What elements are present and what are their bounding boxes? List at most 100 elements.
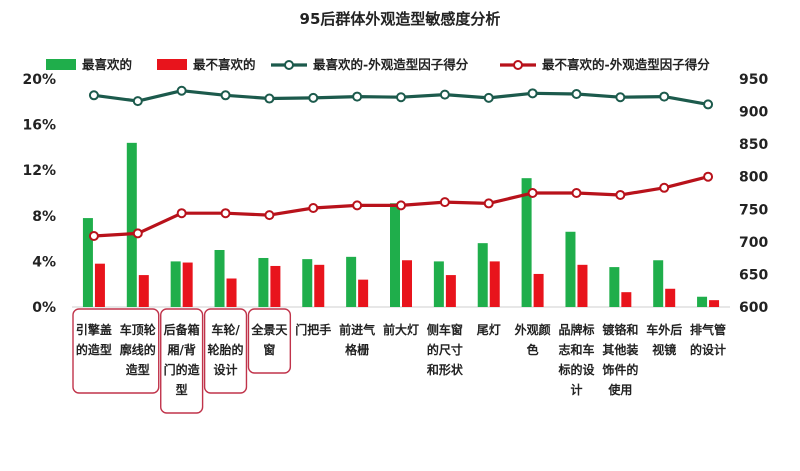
line-point-favorite-score <box>571 88 582 99</box>
line-point-least-favorite-score <box>220 208 231 219</box>
category-label-line: 后备箱 <box>164 322 200 337</box>
category-label-line: 车轮/ <box>211 322 240 337</box>
line-point-least-favorite-score <box>352 200 363 211</box>
line-point-favorite-score <box>615 92 626 103</box>
category-label-line: 厢/背 <box>167 342 195 357</box>
right-axis-tick-label: 800 <box>739 170 768 186</box>
category-label-line: 窗 <box>263 342 275 357</box>
right-axis-tick-label: 750 <box>739 202 768 218</box>
category-label-line: 全景天 <box>250 322 288 337</box>
bar-least-favorite <box>621 292 632 307</box>
bar-least-favorite <box>577 264 588 307</box>
legend: 最喜欢的 最不喜欢的 最喜欢的-外观造型因子得分 最不喜欢的-外观造型因子得分 <box>46 57 710 72</box>
line-point-favorite-score <box>659 91 670 102</box>
line-point-least-favorite-score <box>308 202 319 213</box>
category-label-line: 品牌标 <box>558 322 594 337</box>
bar-favorite <box>346 256 357 307</box>
category-label-line: 色 <box>527 342 539 357</box>
legend-label: 最不喜欢的 <box>193 57 256 72</box>
line-point-favorite-score <box>396 92 406 103</box>
left-axis-tick-label: 4% <box>32 254 56 270</box>
right-axis-tick-label: 700 <box>739 235 768 251</box>
bar-favorite <box>390 203 400 307</box>
left-axis-tick-label: 8% <box>32 209 56 225</box>
chart-title: 95后群体外观造型敏感度分析 <box>300 10 501 28</box>
category-label: 尾灯 <box>477 322 501 337</box>
bar-favorite <box>258 257 269 307</box>
line-point-least-favorite-score <box>659 182 670 193</box>
category-label: 前进气格栅 <box>339 322 375 357</box>
category-label-line: 门把手 <box>295 322 331 337</box>
category-highlight-box <box>160 308 204 414</box>
line-point-least-favorite-score <box>132 228 143 239</box>
category-label-line: 饰件的 <box>602 362 638 377</box>
line-point-least-favorite-score <box>176 208 187 219</box>
bar-favorite <box>302 259 313 307</box>
axes: 0% 4% 8% 12% 16% 20% 600 650 700 750 800 850 900 950 <box>22 72 768 316</box>
bar-favorite <box>609 267 620 307</box>
category-label-line: 设计 <box>214 362 238 377</box>
left-axis-tick-label: 16% <box>22 118 56 134</box>
category-label: 引擎盖的造型 <box>76 322 112 357</box>
line-point-favorite-score <box>308 92 319 103</box>
line-point-least-favorite-score <box>264 210 275 221</box>
category-label: 品牌标志和车标的设计 <box>557 322 595 397</box>
category-label: 侧车窗的尺寸和形状 <box>426 322 464 377</box>
category-label-line: 引擎盖 <box>76 322 112 337</box>
bar-favorite <box>170 261 181 307</box>
category-label-line: 计 <box>570 382 582 397</box>
line-point-favorite-score <box>352 91 363 102</box>
bar-favorite <box>82 218 93 307</box>
legend-swatch-bar <box>46 59 76 70</box>
category-label-line: 侧车窗 <box>427 322 463 337</box>
left-axis-tick-label: 0% <box>32 300 56 316</box>
category-label-line: 车外后 <box>646 322 682 337</box>
category-label-line: 的造型 <box>76 342 112 357</box>
category-label-line: 廓线的 <box>120 342 156 357</box>
line-point-favorite-score <box>703 99 714 110</box>
bars <box>82 142 720 307</box>
line-point-least-favorite-score <box>527 188 538 198</box>
bar-least-favorite <box>665 288 676 307</box>
category-label-line: 的设计 <box>690 342 726 357</box>
category-label-line: 志和车 <box>558 342 594 357</box>
category-label-line: 标的设 <box>557 362 595 377</box>
right-axis-tick-label: 950 <box>739 72 768 88</box>
bar-least-favorite <box>709 300 720 307</box>
bar-favorite <box>565 231 576 307</box>
bar-least-favorite <box>533 273 544 307</box>
bar-favorite <box>653 260 664 307</box>
category-label: 全景天窗 <box>250 322 288 357</box>
line-point-least-favorite-score <box>396 200 406 211</box>
lines <box>88 85 714 241</box>
line-point-least-favorite-score <box>571 188 582 198</box>
line-point-favorite-score <box>176 85 187 96</box>
line-point-least-favorite-score <box>703 171 714 182</box>
category-label-line: 其他装 <box>602 342 638 357</box>
category-label-line: 门的造 <box>164 362 201 377</box>
bar-favorite <box>477 243 488 307</box>
category-label-line: 视镜 <box>652 342 676 357</box>
category-label-line: 车顶轮 <box>120 322 157 337</box>
category-label-line: 镀铬和 <box>602 322 638 337</box>
line-point-favorite-score <box>264 93 275 104</box>
line-point-least-favorite-score <box>439 197 450 208</box>
bar-least-favorite <box>445 275 456 307</box>
category-label: 前大灯 <box>383 322 419 337</box>
category-label: 门把手 <box>295 322 331 337</box>
left-axis-tick-label: 20% <box>22 72 56 88</box>
category-highlight-box <box>203 308 248 394</box>
right-axis-tick-label: 900 <box>739 105 768 121</box>
line-point-favorite-score <box>483 92 494 103</box>
bar-least-favorite <box>270 265 281 307</box>
legend-label: 最喜欢的-外观造型因子得分 <box>313 57 469 72</box>
category-label: 排气管的设计 <box>690 322 726 357</box>
bar-least-favorite <box>402 260 412 307</box>
legend-label: 最喜欢的 <box>82 57 132 72</box>
line-point-least-favorite-score <box>615 189 626 200</box>
bar-favorite <box>214 250 225 307</box>
line-point-favorite-score <box>88 90 99 101</box>
category-label: 镀铬和其他装饰件的使用 <box>602 322 638 397</box>
right-axis-tick-label: 850 <box>739 137 768 153</box>
